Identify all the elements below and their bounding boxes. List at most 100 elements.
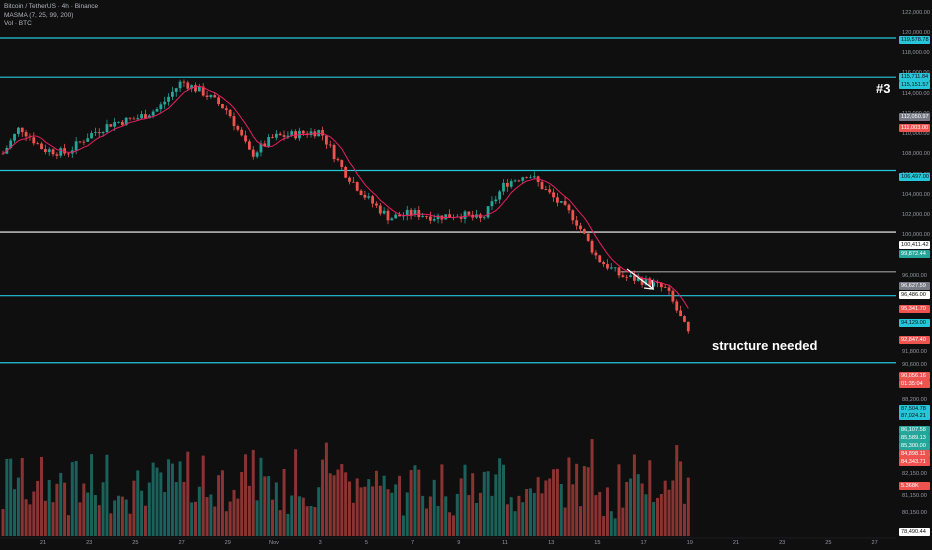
volume-bar — [247, 485, 251, 536]
candle-body — [613, 267, 617, 269]
volume-bar — [548, 478, 552, 536]
candle-body — [490, 201, 494, 207]
volume-bar — [525, 488, 529, 536]
volume-bar — [351, 502, 355, 536]
price-label: 95,341.70 — [899, 305, 930, 313]
price-tick: 88,200.00 — [902, 397, 927, 403]
time-tick: 25 — [132, 540, 139, 546]
candle-body — [351, 181, 355, 183]
candle-body — [47, 149, 51, 152]
volume-bar — [301, 497, 305, 536]
volume-bar — [163, 492, 167, 536]
volume-bar — [475, 503, 479, 536]
volume-bar — [394, 484, 398, 536]
volume-bar — [513, 511, 517, 536]
volume-bar — [405, 492, 409, 536]
volume-bar — [174, 482, 178, 536]
volume-bar — [590, 439, 594, 536]
volume-bar — [679, 461, 683, 536]
candle-body — [74, 141, 78, 151]
volume-bar — [16, 477, 20, 536]
candle-body — [571, 210, 575, 221]
volume-bar — [290, 495, 294, 536]
candle-body — [644, 278, 648, 285]
volume-bar — [398, 475, 402, 536]
price-label: 87,504.78 — [899, 405, 930, 413]
candle-body — [120, 121, 124, 126]
price-label: 106,497.00 — [899, 173, 930, 181]
candle-body — [20, 127, 24, 133]
candle-body — [40, 143, 43, 150]
candle-body — [24, 132, 28, 137]
candle-body — [463, 211, 467, 219]
volume-bar — [93, 495, 97, 536]
volume-bar — [317, 487, 321, 536]
candle-body — [602, 262, 605, 265]
price-tick: 104,000.00 — [902, 191, 930, 198]
candle-body — [428, 216, 432, 221]
candle-body — [294, 131, 297, 139]
candle-body — [459, 216, 463, 219]
volume-bar — [140, 490, 144, 536]
volume-bar — [421, 495, 425, 536]
volume-bar — [401, 515, 405, 536]
volume-bar — [324, 442, 328, 536]
candle-body — [617, 267, 621, 276]
volume-bar — [652, 502, 656, 536]
candle-body — [151, 111, 155, 116]
candle-body — [413, 210, 417, 216]
time-tick: 25 — [825, 540, 832, 546]
time-tick: 5 — [364, 540, 368, 546]
candle-body — [417, 210, 421, 218]
candlesticks[interactable] — [1, 79, 690, 334]
volume-bar — [675, 445, 679, 536]
volume-bar — [471, 473, 475, 536]
volume-bar — [271, 499, 274, 536]
structure-note: structure needed — [712, 338, 818, 353]
candle-body — [1, 153, 5, 155]
candle-body — [482, 217, 486, 219]
candle-body — [201, 86, 205, 96]
volume-bar — [186, 451, 190, 536]
volume-bar — [232, 489, 236, 536]
volume-bar — [582, 466, 586, 536]
volume-bar — [448, 512, 452, 536]
candle-body — [309, 131, 313, 136]
volume-bar — [359, 487, 363, 536]
volume-bar — [455, 493, 459, 536]
candle-body — [513, 180, 517, 182]
candle-body — [344, 167, 348, 178]
count-tag: #3 — [876, 81, 891, 96]
candle-body — [90, 132, 93, 139]
volume-bar — [382, 475, 386, 536]
candle-body — [67, 153, 70, 155]
candle-body — [359, 190, 363, 195]
volume-bar — [109, 513, 113, 536]
volume-bar — [209, 494, 213, 536]
candle-body — [213, 95, 217, 98]
candle-body — [502, 182, 505, 192]
candle-body — [163, 101, 167, 105]
candle-body — [259, 143, 263, 153]
candle-body — [467, 211, 471, 215]
candle-body — [278, 133, 282, 136]
price-tick: 80,150.00 — [902, 510, 927, 516]
candle-body — [532, 176, 536, 178]
volume-bars — [1, 439, 690, 536]
volume-bar — [278, 510, 282, 536]
volume-bar — [178, 461, 182, 536]
candle-body — [271, 137, 274, 138]
horizontal-levels[interactable] — [0, 37, 896, 364]
time-tick: 13 — [548, 540, 555, 546]
candle-body — [340, 160, 344, 168]
volume-bar — [240, 472, 244, 536]
volume-bar — [20, 457, 24, 536]
volume-bar — [563, 507, 567, 536]
candle-body — [552, 192, 555, 198]
candle-body — [328, 144, 332, 146]
volume-bar — [632, 454, 636, 536]
candle-body — [240, 129, 244, 136]
candle-body — [425, 216, 428, 217]
price-tick: 122,000.00 — [902, 9, 930, 16]
